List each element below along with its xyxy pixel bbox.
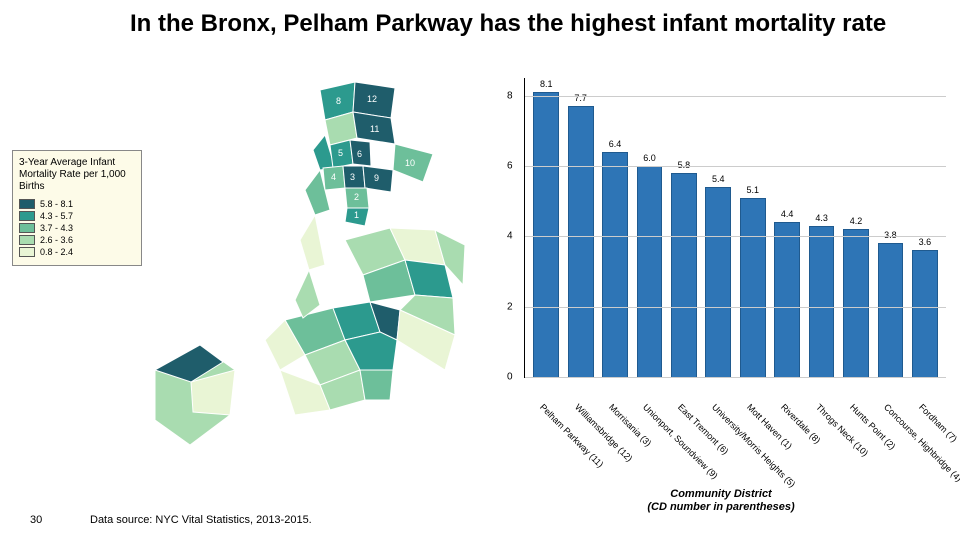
map-svg bbox=[145, 70, 475, 460]
x-axis-title: Community District (CD number in parenth… bbox=[647, 488, 794, 514]
district-label: 9 bbox=[374, 173, 379, 183]
plot-region: 8.17.76.46.05.85.45.14.44.34.23.83.6 024… bbox=[524, 78, 946, 378]
legend-swatch bbox=[19, 247, 35, 257]
legend-row: 3.7 - 4.3 bbox=[19, 223, 135, 233]
x-axis-title-l2: (CD number in parentheses) bbox=[647, 501, 794, 514]
legend-label: 0.8 - 2.4 bbox=[40, 247, 73, 257]
district-label: 11 bbox=[370, 124, 379, 134]
district-label: 12 bbox=[367, 94, 377, 104]
district-label: 6 bbox=[357, 149, 362, 159]
legend-swatch bbox=[19, 223, 35, 233]
legend-row: 5.8 - 8.1 bbox=[19, 199, 135, 209]
legend-row: 2.6 - 3.6 bbox=[19, 235, 135, 245]
legend-label: 5.8 - 8.1 bbox=[40, 199, 73, 209]
page-number: 30 bbox=[30, 514, 42, 526]
bars-container: 8.17.76.46.05.85.45.14.44.34.23.83.6 bbox=[525, 78, 946, 377]
legend-label: 2.6 - 3.6 bbox=[40, 235, 73, 245]
district-label: 5 bbox=[338, 148, 343, 158]
x-labels: Pelham Parkway (11)Williamsbridge (12)Mo… bbox=[524, 398, 946, 498]
mn-mid bbox=[300, 215, 325, 270]
legend-swatch bbox=[19, 211, 35, 221]
legend-swatch bbox=[19, 199, 35, 209]
nyc-choropleth-map: 8 12 11 5 6 10 4 3 9 2 1 bbox=[145, 70, 475, 460]
bk-9 bbox=[360, 370, 393, 400]
data-source: Data source: NYC Vital Statistics, 2013-… bbox=[90, 514, 312, 526]
bar-chart: Infant mortality rate per 1,000 live bir… bbox=[496, 78, 946, 398]
district-label: 1 bbox=[354, 210, 359, 220]
legend-row: 0.8 - 2.4 bbox=[19, 247, 135, 257]
district-label: 3 bbox=[350, 172, 355, 182]
mn-low bbox=[295, 270, 320, 318]
district-label: 8 bbox=[336, 96, 341, 106]
legend-label: 4.3 - 5.7 bbox=[40, 211, 73, 221]
legend: 3-Year Average Infant Mortality Rate per… bbox=[12, 150, 142, 266]
legend-title: 3-Year Average Infant Mortality Rate per… bbox=[19, 157, 135, 193]
page-title: In the Bronx, Pelham Parkway has the hig… bbox=[130, 10, 940, 38]
legend-row: 4.3 - 5.7 bbox=[19, 211, 135, 221]
x-axis-title-l1: Community District bbox=[647, 488, 794, 501]
legend-swatch bbox=[19, 235, 35, 245]
district-label: 2 bbox=[354, 192, 359, 202]
legend-label: 3.7 - 4.3 bbox=[40, 223, 73, 233]
district-label: 4 bbox=[331, 172, 336, 182]
district-label: 10 bbox=[405, 158, 415, 168]
